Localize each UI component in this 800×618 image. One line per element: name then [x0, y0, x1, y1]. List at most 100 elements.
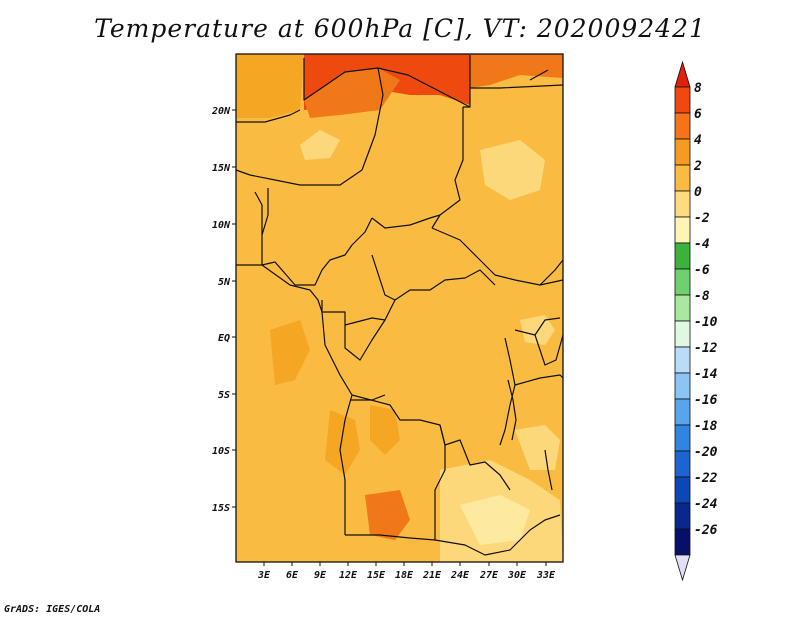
colorbar-label: -20: [694, 445, 718, 460]
lon-label: 21E: [422, 570, 442, 581]
colorbar-box: [674, 528, 691, 556]
field-cool-niger: [300, 130, 340, 160]
border-uganda-kenya: [534, 334, 564, 366]
border-uganda-north: [514, 317, 561, 336]
colorbar-box: [674, 398, 691, 426]
colorbar-box: [674, 424, 691, 452]
colorbar-box: [674, 112, 691, 140]
colorbar-box: [674, 216, 691, 244]
colorbar-box: [674, 502, 691, 530]
temperature-field: [236, 54, 563, 562]
colorbar-label: -18: [694, 419, 718, 434]
country-borders: [235, 55, 564, 556]
colorbar-cap-top: [674, 60, 691, 88]
colorbar-label: 8: [694, 81, 702, 96]
lon-label: 12E: [339, 570, 358, 581]
border-chad-sudan: [431, 107, 464, 229]
lat-label: 15S: [212, 503, 230, 514]
border-cameroon-gabon: [321, 300, 386, 326]
lake-malawi: [544, 449, 553, 491]
border-sudan-red-sea: [529, 69, 549, 81]
colorbar-label: -26: [694, 523, 718, 538]
field-warm-northwest: [236, 54, 304, 118]
colorbar-label: -4: [694, 237, 710, 252]
lon-label: 24E: [450, 570, 470, 581]
map-frame: [235, 53, 564, 563]
colorbar-label: -14: [694, 367, 718, 382]
colorbar-label: 0: [694, 185, 702, 200]
lon-label: 30E: [507, 570, 527, 581]
border-benin: [254, 191, 263, 235]
colorbar-label: -16: [694, 393, 718, 408]
coast-atlantic: [236, 264, 353, 535]
colorbar-box: [674, 164, 691, 192]
colorbar-label: -10: [694, 315, 718, 330]
field-cool-uganda: [520, 315, 555, 345]
colorbar-label: -2: [694, 211, 710, 226]
lon-label: 3E: [257, 570, 271, 581]
colorbar-label: -6: [694, 263, 710, 278]
field-warm-gulf: [270, 320, 310, 385]
chart-title: Temperature at 600hPa [C], VT: 202009242…: [94, 14, 706, 43]
colorbar-box: [674, 372, 691, 400]
colorbar-label: -22: [694, 471, 718, 486]
latitude-axis: 20N 15N 10N 5N EQ 5S 10S 15S: [211, 106, 236, 514]
lon-label: 15E: [367, 570, 386, 581]
colorbar-label: 4: [694, 133, 702, 148]
colorbar-box: [674, 294, 691, 322]
colorbar-box: [674, 86, 691, 114]
colorbar-box: [674, 190, 691, 218]
border-chad-niger: [361, 67, 384, 171]
field-hot-libya: [304, 68, 400, 118]
lon-label: 18E: [395, 570, 414, 581]
border-egypt-top: [470, 84, 564, 89]
border-congo: [344, 299, 396, 361]
lon-label: 6E: [286, 570, 299, 581]
lat-label: EQ: [218, 333, 230, 344]
lat-label: 5N: [218, 277, 231, 288]
border-angola-zambia: [434, 424, 446, 540]
border-libya-egypt: [377, 67, 471, 108]
border-ethiopia: [539, 259, 564, 286]
lat-label: 10N: [212, 220, 231, 231]
colorbar-label: -8: [694, 289, 710, 304]
lon-label: 33E: [536, 570, 556, 581]
border-zambia-south: [434, 514, 561, 556]
lake-tanganyika: [507, 379, 517, 441]
colorbar-label: -12: [694, 341, 718, 356]
field-warm-angola-2: [370, 405, 400, 455]
colorbar-box: [674, 268, 691, 296]
border-libya-chad: [303, 58, 379, 101]
colorbar-box: [674, 242, 691, 270]
colorbar-box: [674, 320, 691, 348]
lat-label: 15N: [212, 163, 231, 174]
colorbar-box: [674, 138, 691, 166]
border-niger-nigeria: [236, 109, 301, 123]
lat-label: 10S: [212, 446, 230, 457]
border-chad-car: [371, 214, 441, 229]
lon-label: 27E: [479, 570, 499, 581]
colorbar-label: -24: [694, 497, 718, 512]
field-hot-namibia: [365, 490, 410, 540]
map-frame-rect: [235, 53, 564, 563]
field-warm-angola: [325, 410, 360, 475]
field-cool-sudan: [480, 140, 545, 200]
colorbar-label: 2: [693, 159, 702, 174]
colorbar-cap-bottom: [674, 554, 691, 582]
field-cool-tanzania: [515, 425, 560, 470]
border-niger-south: [235, 169, 363, 186]
lat-label: 5S: [218, 390, 230, 401]
longitude-axis: 3E 6E 9E 12E 15E 18E 21E 24E 27E 30E 33E: [257, 562, 556, 581]
lon-label: 9E: [314, 570, 327, 581]
colorbar-box: [674, 346, 691, 374]
field-hot-northeast: [470, 54, 563, 88]
grads-credit: GrADS: IGES/COLA: [4, 604, 101, 615]
lat-label: 20N: [211, 106, 231, 117]
border-angola-namibia: [345, 534, 436, 541]
border-tanzania: [514, 374, 564, 386]
colorbar-label: 6: [694, 107, 702, 122]
colorbar-box: [674, 476, 691, 504]
border-car-south: [371, 254, 496, 301]
border-drc-east: [499, 337, 516, 446]
